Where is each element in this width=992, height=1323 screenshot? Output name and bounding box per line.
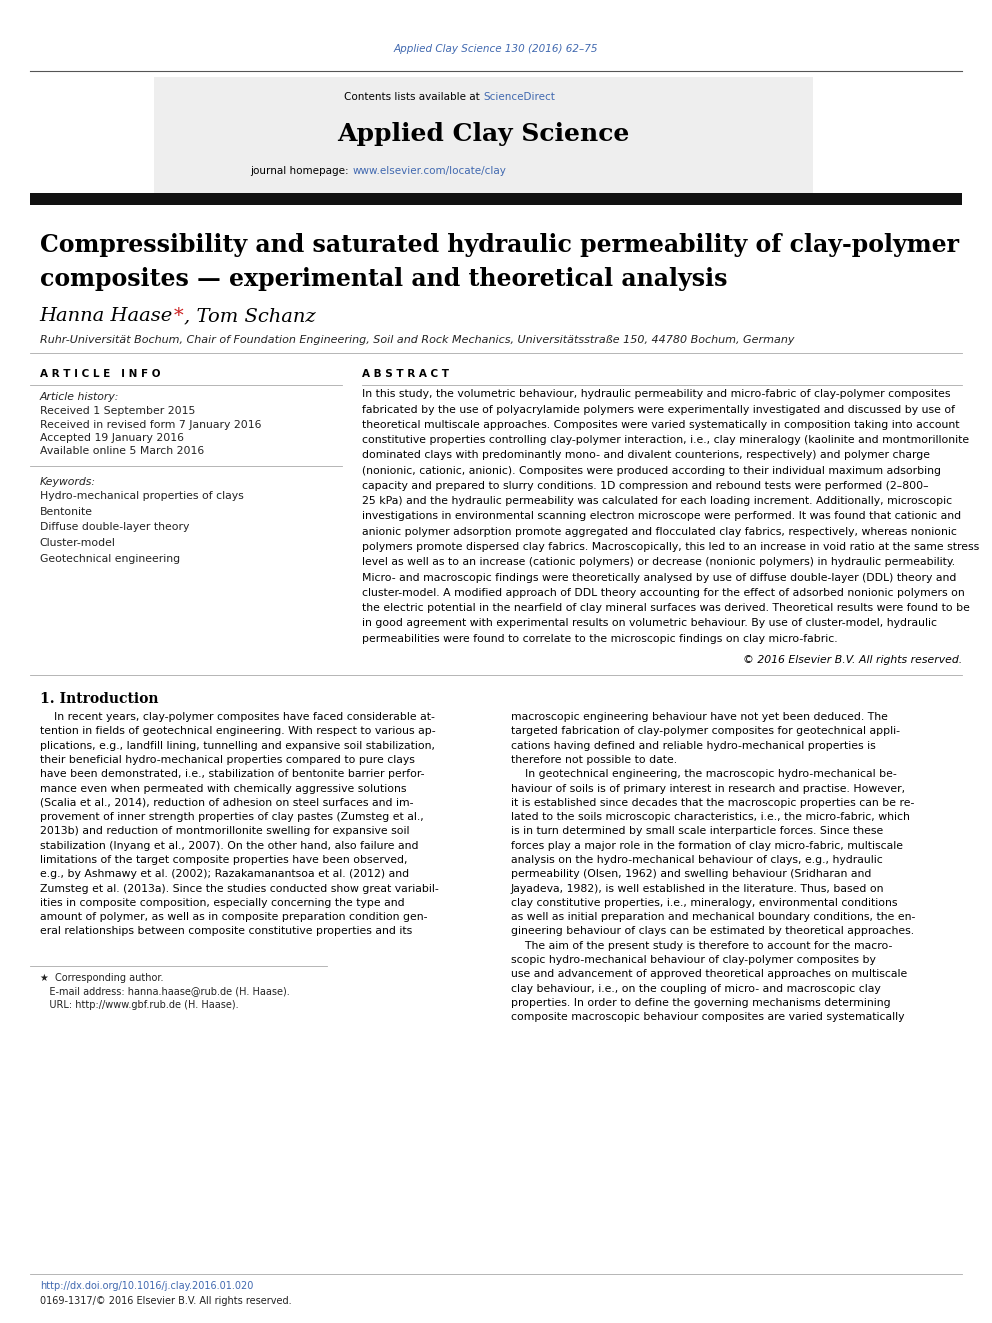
Text: Geotechnical engineering: Geotechnical engineering xyxy=(40,553,180,564)
Text: 0169-1317/© 2016 Elsevier B.V. All rights reserved.: 0169-1317/© 2016 Elsevier B.V. All right… xyxy=(40,1295,292,1306)
Text: scopic hydro-mechanical behaviour of clay-polymer composites by: scopic hydro-mechanical behaviour of cla… xyxy=(511,955,876,964)
Text: 1. Introduction: 1. Introduction xyxy=(40,692,158,705)
Text: tention in fields of geotechnical engineering. With respect to various ap-: tention in fields of geotechnical engine… xyxy=(40,726,435,737)
Text: Diffuse double-layer theory: Diffuse double-layer theory xyxy=(40,523,189,532)
Text: E-mail address: hanna.haase@rub.de (H. Haase).: E-mail address: hanna.haase@rub.de (H. H… xyxy=(40,987,290,996)
Text: eral relationships between composite constitutive properties and its: eral relationships between composite con… xyxy=(40,926,412,937)
Text: Accepted 19 January 2016: Accepted 19 January 2016 xyxy=(40,433,184,443)
Text: Applied Clay Science 130 (2016) 62–75: Applied Clay Science 130 (2016) 62–75 xyxy=(394,44,598,54)
Text: it is established since decades that the macroscopic properties can be re-: it is established since decades that the… xyxy=(511,798,915,808)
Text: composite macroscopic behaviour composites are varied systematically: composite macroscopic behaviour composit… xyxy=(511,1012,905,1023)
Text: dominated clays with predominantly mono- and divalent counterions, respectively): dominated clays with predominantly mono-… xyxy=(362,450,930,460)
Text: Applied Clay Science: Applied Clay Science xyxy=(337,122,629,146)
Text: e.g., by Ashmawy et al. (2002); Razakamanantsoa et al. (2012) and: e.g., by Ashmawy et al. (2002); Razakama… xyxy=(40,869,409,880)
Text: as well as initial preparation and mechanical boundary conditions, the en-: as well as initial preparation and mecha… xyxy=(511,912,916,922)
Text: Keywords:: Keywords: xyxy=(40,476,95,487)
Text: The aim of the present study is therefore to account for the macro-: The aim of the present study is therefor… xyxy=(511,941,892,951)
Text: Article history:: Article history: xyxy=(40,392,119,402)
Text: analysis on the hydro-mechanical behaviour of clays, e.g., hydraulic: analysis on the hydro-mechanical behavio… xyxy=(511,855,883,865)
Text: targeted fabrication of clay-polymer composites for geotechnical appli-: targeted fabrication of clay-polymer com… xyxy=(511,726,900,737)
Text: theoretical multiscale approaches. Composites were varied systematically in comp: theoretical multiscale approaches. Compo… xyxy=(362,419,959,430)
Text: , Tom Schanz: , Tom Schanz xyxy=(184,307,315,325)
Text: Cluster-model: Cluster-model xyxy=(40,538,115,548)
Text: constitutive properties controlling clay-polymer interaction, i.e., clay mineral: constitutive properties controlling clay… xyxy=(362,435,969,445)
Text: cations having defined and reliable hydro-mechanical properties is: cations having defined and reliable hydr… xyxy=(511,741,876,750)
Text: 25 kPa) and the hydraulic permeability was calculated for each loading increment: 25 kPa) and the hydraulic permeability w… xyxy=(362,496,952,507)
Text: journal homepage:: journal homepage: xyxy=(250,165,352,176)
Text: permeabilities were found to correlate to the microscopic findings on clay micro: permeabilities were found to correlate t… xyxy=(362,634,837,644)
Text: Jayadeva, 1982), is well established in the literature. Thus, based on: Jayadeva, 1982), is well established in … xyxy=(511,884,885,893)
Text: polymers promote dispersed clay fabrics. Macroscopically, this led to an increas: polymers promote dispersed clay fabrics.… xyxy=(362,542,979,552)
Text: In this study, the volumetric behaviour, hydraulic permeability and micro-fabric: In this study, the volumetric behaviour,… xyxy=(362,389,950,400)
Text: therefore not possible to date.: therefore not possible to date. xyxy=(511,755,677,765)
Text: ★  Corresponding author.: ★ Corresponding author. xyxy=(40,972,163,983)
Text: In geotechnical engineering, the macroscopic hydro-mechanical be-: In geotechnical engineering, the macrosc… xyxy=(511,769,897,779)
Text: their beneficial hydro-mechanical properties compared to pure clays: their beneficial hydro-mechanical proper… xyxy=(40,755,415,765)
Text: is in turn determined by small scale interparticle forces. Since these: is in turn determined by small scale int… xyxy=(511,827,883,836)
Text: have been demonstrated, i.e., stabilization of bentonite barrier perfor-: have been demonstrated, i.e., stabilizat… xyxy=(40,769,425,779)
Text: provement of inner strength properties of clay pastes (Zumsteg et al.,: provement of inner strength properties o… xyxy=(40,812,424,822)
Text: the electric potential in the nearfield of clay mineral surfaces was derived. Th: the electric potential in the nearfield … xyxy=(362,603,970,613)
Text: anionic polymer adsorption promote aggregated and flocculated clay fabrics, resp: anionic polymer adsorption promote aggre… xyxy=(362,527,957,537)
Text: *: * xyxy=(174,307,184,325)
Text: Zumsteg et al. (2013a). Since the studies conducted show great variabil-: Zumsteg et al. (2013a). Since the studie… xyxy=(40,884,438,893)
Text: gineering behaviour of clays can be estimated by theoretical approaches.: gineering behaviour of clays can be esti… xyxy=(511,926,914,937)
Text: haviour of soils is of primary interest in research and practise. However,: haviour of soils is of primary interest … xyxy=(511,783,905,794)
Text: URL: http://www.gbf.rub.de (H. Haase).: URL: http://www.gbf.rub.de (H. Haase). xyxy=(40,1000,238,1011)
Text: Hanna Haase: Hanna Haase xyxy=(40,307,180,325)
Text: macroscopic engineering behaviour have not yet been deduced. The: macroscopic engineering behaviour have n… xyxy=(511,712,888,722)
Text: (Scalia et al., 2014), reduction of adhesion on steel surfaces and im-: (Scalia et al., 2014), reduction of adhe… xyxy=(40,798,414,808)
Text: ities in composite composition, especially concerning the type and: ities in composite composition, especial… xyxy=(40,898,405,908)
Text: (nonionic, cationic, anionic). Composites were produced according to their indiv: (nonionic, cationic, anionic). Composite… xyxy=(362,466,941,476)
Text: Contents lists available at: Contents lists available at xyxy=(344,91,483,102)
Text: limitations of the target composite properties have been observed,: limitations of the target composite prop… xyxy=(40,855,407,865)
Text: Hydro-mechanical properties of clays: Hydro-mechanical properties of clays xyxy=(40,491,243,501)
Text: level as well as to an increase (cationic polymers) or decrease (nonionic polyme: level as well as to an increase (cationi… xyxy=(362,557,955,568)
Text: clay constitutive properties, i.e., mineralogy, environmental conditions: clay constitutive properties, i.e., mine… xyxy=(511,898,898,908)
Text: investigations in environmental scanning electron microscope were performed. It : investigations in environmental scanning… xyxy=(362,512,961,521)
Text: permeability (Olsen, 1962) and swelling behaviour (Sridharan and: permeability (Olsen, 1962) and swelling … xyxy=(511,869,871,880)
Text: Available online 5 March 2016: Available online 5 March 2016 xyxy=(40,446,204,456)
Text: capacity and prepared to slurry conditions. 1D compression and rebound tests wer: capacity and prepared to slurry conditio… xyxy=(362,482,929,491)
Text: In recent years, clay-polymer composites have faced considerable at-: In recent years, clay-polymer composites… xyxy=(40,712,434,722)
Text: A R T I C L E   I N F O: A R T I C L E I N F O xyxy=(40,369,160,380)
Text: fabricated by the use of polyacrylamide polymers were experimentally investigate: fabricated by the use of polyacrylamide … xyxy=(362,405,955,414)
Text: stabilization (Inyang et al., 2007). On the other hand, also failure and: stabilization (Inyang et al., 2007). On … xyxy=(40,840,419,851)
Text: Received in revised form 7 January 2016: Received in revised form 7 January 2016 xyxy=(40,419,261,430)
Text: A B S T R A C T: A B S T R A C T xyxy=(362,369,449,380)
Text: amount of polymer, as well as in composite preparation condition gen-: amount of polymer, as well as in composi… xyxy=(40,912,428,922)
Text: composites — experimental and theoretical analysis: composites — experimental and theoretica… xyxy=(40,267,727,291)
Text: properties. In order to define the governing mechanisms determining: properties. In order to define the gover… xyxy=(511,998,891,1008)
Text: Received 1 September 2015: Received 1 September 2015 xyxy=(40,406,195,417)
Text: http://dx.doi.org/10.1016/j.clay.2016.01.020: http://dx.doi.org/10.1016/j.clay.2016.01… xyxy=(40,1281,253,1291)
Text: lated to the soils microscopic characteristics, i.e., the micro-fabric, which: lated to the soils microscopic character… xyxy=(511,812,910,822)
Text: Bentonite: Bentonite xyxy=(40,507,92,517)
Text: Compressibility and saturated hydraulic permeability of clay-polymer: Compressibility and saturated hydraulic … xyxy=(40,233,958,257)
Text: ScienceDirect: ScienceDirect xyxy=(483,91,555,102)
Text: Micro- and macroscopic findings were theoretically analysed by use of diffuse do: Micro- and macroscopic findings were the… xyxy=(362,573,956,582)
Text: use and advancement of approved theoretical approaches on multiscale: use and advancement of approved theoreti… xyxy=(511,970,907,979)
Text: mance even when permeated with chemically aggressive solutions: mance even when permeated with chemicall… xyxy=(40,783,406,794)
Text: plications, e.g., landfill lining, tunnelling and expansive soil stabilization,: plications, e.g., landfill lining, tunne… xyxy=(40,741,434,750)
Text: forces play a major role in the formation of clay micro-fabric, multiscale: forces play a major role in the formatio… xyxy=(511,840,903,851)
Text: © 2016 Elsevier B.V. All rights reserved.: © 2016 Elsevier B.V. All rights reserved… xyxy=(743,655,962,665)
Text: 2013b) and reduction of montmorillonite swelling for expansive soil: 2013b) and reduction of montmorillonite … xyxy=(40,827,409,836)
Text: cluster-model. A modified approach of DDL theory accounting for the effect of ad: cluster-model. A modified approach of DD… xyxy=(362,587,965,598)
Bar xyxy=(30,193,962,205)
Text: clay behaviour, i.e., on the coupling of micro- and macroscopic clay: clay behaviour, i.e., on the coupling of… xyxy=(511,983,881,994)
Text: www.elsevier.com/locate/clay: www.elsevier.com/locate/clay xyxy=(352,165,506,176)
Bar xyxy=(154,77,813,196)
Text: Ruhr-Universität Bochum, Chair of Foundation Engineering, Soil and Rock Mechanic: Ruhr-Universität Bochum, Chair of Founda… xyxy=(40,335,795,345)
Text: in good agreement with experimental results on volumetric behaviour. By use of c: in good agreement with experimental resu… xyxy=(362,618,937,628)
